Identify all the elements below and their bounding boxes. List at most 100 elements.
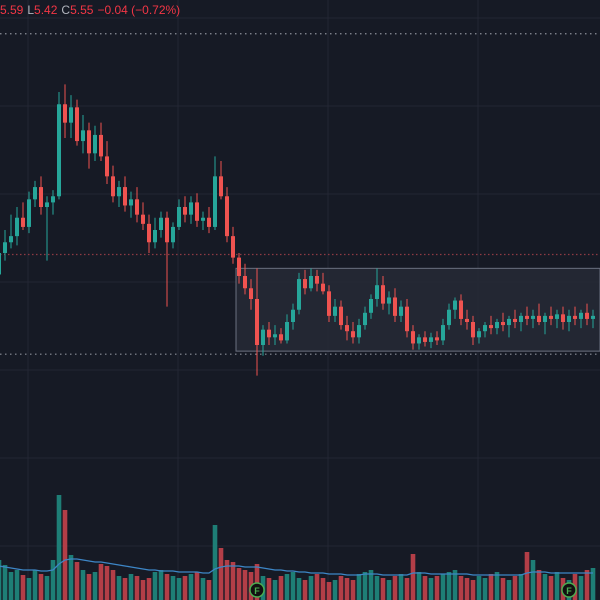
candle-body [123, 187, 127, 206]
candle-body [165, 217, 169, 243]
volume-bar [212, 525, 218, 600]
candle [351, 322, 355, 344]
candle-body [261, 329, 265, 345]
candle [543, 312, 547, 335]
candle [9, 214, 13, 249]
volume-bar [134, 576, 140, 600]
volume-bar [224, 560, 230, 600]
volume-bar [50, 560, 56, 600]
volume-bar [440, 574, 446, 600]
candle-body [51, 196, 55, 203]
candle-body [15, 217, 19, 237]
candle-body [291, 309, 295, 322]
volume-bar [578, 576, 584, 600]
marker-label: F [566, 586, 572, 596]
candle [471, 315, 475, 345]
candle-body [543, 315, 547, 322]
volume-bar [380, 578, 386, 600]
marker-circle [561, 582, 577, 598]
volume-bar [374, 576, 380, 600]
marker-flag[interactable]: F [561, 582, 577, 598]
volume-bar [110, 570, 116, 600]
candle-body [507, 318, 511, 326]
candle-body [141, 214, 145, 224]
volume-bar [266, 578, 272, 600]
candle [549, 306, 553, 326]
volume-bar [80, 570, 86, 600]
marker-flag[interactable]: F [249, 582, 265, 598]
volume-bar [278, 576, 284, 600]
candle-body [555, 314, 559, 319]
open-value: 5.59 [0, 3, 24, 17]
candle [537, 303, 541, 326]
candle [159, 211, 163, 238]
volume-bar [536, 570, 542, 600]
volume-bar [512, 576, 518, 600]
volume-bar [296, 578, 302, 600]
candle [447, 303, 451, 330]
candle-body [285, 322, 289, 341]
candle-body [273, 334, 277, 338]
candle [201, 211, 205, 230]
volume-bar [302, 580, 308, 600]
candle [507, 315, 511, 338]
candle [195, 193, 199, 227]
volume-bar [152, 572, 158, 600]
candle-body [447, 309, 451, 326]
candle-body [81, 130, 85, 142]
candle [243, 263, 247, 295]
ohlc-legend: 5.59 L5.42 C5.55 −0.04 (−0.72%) [0, 3, 180, 17]
candle [579, 309, 583, 329]
volume-bar [14, 570, 20, 600]
horizontal-levels [0, 33, 600, 355]
volume-bar [146, 578, 152, 600]
candle [111, 165, 115, 203]
volume-bars [0, 495, 596, 600]
candle [207, 207, 211, 234]
volume-bar [344, 578, 350, 600]
volume-bar [554, 572, 560, 600]
volume-bar [392, 576, 398, 600]
volume-bar [218, 548, 224, 600]
candles[interactable] [0, 84, 595, 376]
candle [63, 84, 67, 138]
candle [321, 272, 325, 295]
candle-body [231, 236, 235, 258]
candle-body [387, 297, 391, 304]
candle [369, 294, 373, 319]
volume-bar [584, 570, 590, 600]
volume-bar [206, 580, 212, 600]
candle-body [303, 279, 307, 289]
candle-body [537, 315, 541, 322]
volume-bar [26, 578, 32, 600]
candle [297, 272, 301, 315]
candle-body [423, 337, 427, 342]
volume-bar [476, 576, 482, 600]
candle-body [297, 279, 301, 310]
volume-bar [284, 574, 290, 600]
candle [105, 141, 109, 184]
candle [261, 325, 265, 356]
volume-bar [500, 578, 506, 600]
candle [453, 297, 457, 319]
volume-bar [446, 572, 452, 600]
candle-body [471, 322, 475, 338]
volume-bar [230, 562, 236, 600]
candle [291, 303, 295, 330]
candle [57, 92, 61, 200]
candle [501, 312, 505, 332]
volume-bar [320, 578, 326, 600]
volume-bar [2, 565, 8, 600]
candle [327, 285, 331, 322]
candle [513, 309, 517, 329]
close-key: C [61, 3, 71, 17]
candle-body [201, 217, 205, 221]
candle-body [21, 217, 25, 227]
candle [141, 202, 145, 230]
candle-body [381, 285, 385, 304]
candle-body [75, 107, 79, 142]
